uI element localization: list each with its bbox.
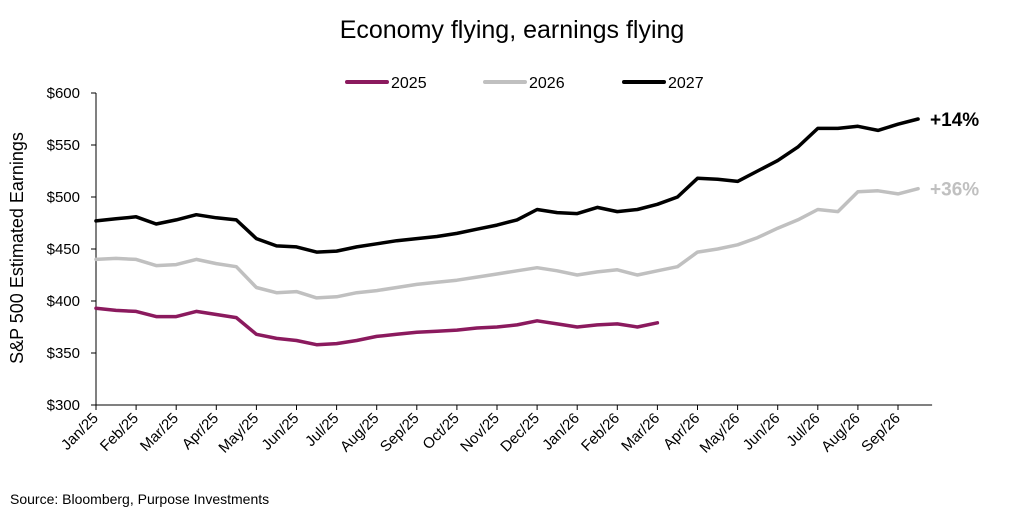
x-tick-label: Feb/25 bbox=[97, 410, 142, 455]
y-tick-label: $450 bbox=[47, 241, 80, 258]
y-tick-label: $400 bbox=[47, 293, 80, 310]
chart-title: Economy flying, earnings flying bbox=[340, 16, 685, 44]
series-lines bbox=[94, 117, 920, 347]
x-tick-label: Aug/26 bbox=[818, 410, 864, 456]
end-label-2027: +14% bbox=[930, 110, 979, 131]
x-tick-label: Jan/25 bbox=[58, 410, 102, 454]
x-tick-label: Sep/26 bbox=[858, 410, 904, 456]
x-tick-label: Mar/25 bbox=[137, 410, 182, 455]
x-tick-label: Apr/25 bbox=[179, 410, 222, 453]
x-tick-label: Feb/26 bbox=[578, 410, 623, 455]
end-labels: +36% +14% bbox=[930, 110, 979, 201]
x-tick-label: Sep/25 bbox=[377, 410, 423, 456]
legend: 2025 2026 2027 bbox=[345, 75, 704, 92]
series-line-2026 bbox=[94, 186, 920, 300]
x-tick-label: Jan/26 bbox=[539, 410, 583, 454]
x-tick-label: Jun/26 bbox=[740, 410, 784, 454]
legend-label-2027: 2027 bbox=[668, 75, 704, 92]
y-tick-label: $300 bbox=[47, 397, 80, 414]
y-tick-label: $500 bbox=[47, 189, 80, 206]
end-label-2026: +36% bbox=[930, 180, 979, 201]
x-tick-label: Nov/25 bbox=[457, 410, 503, 456]
x-tick-label: May/25 bbox=[215, 410, 262, 457]
x-tick-label: Mar/26 bbox=[618, 410, 663, 455]
x-tick-label: May/26 bbox=[697, 410, 744, 457]
x-tick-label: Apr/26 bbox=[660, 410, 703, 453]
legend-label-2026: 2026 bbox=[529, 75, 565, 92]
x-tick-label: Oct/25 bbox=[419, 410, 462, 453]
y-tick-label: $600 bbox=[47, 85, 80, 102]
series-line-2025 bbox=[94, 306, 660, 347]
y-tick-label: $350 bbox=[47, 345, 80, 362]
x-tick-label: Dec/25 bbox=[497, 410, 543, 456]
y-axis-label: S&P 500 Estimated Earnings bbox=[7, 132, 27, 364]
y-axis: $300 $350 $400 $450 $500 $550 $600 bbox=[47, 85, 97, 414]
x-tick-label: Aug/25 bbox=[337, 410, 383, 456]
source-note: Source: Bloomberg, Purpose Investments bbox=[10, 491, 269, 507]
x-tick-label: Jun/25 bbox=[258, 410, 302, 454]
legend-label-2025: 2025 bbox=[391, 75, 427, 92]
y-tick-label: $550 bbox=[47, 137, 80, 154]
series-line-2027 bbox=[94, 117, 920, 254]
